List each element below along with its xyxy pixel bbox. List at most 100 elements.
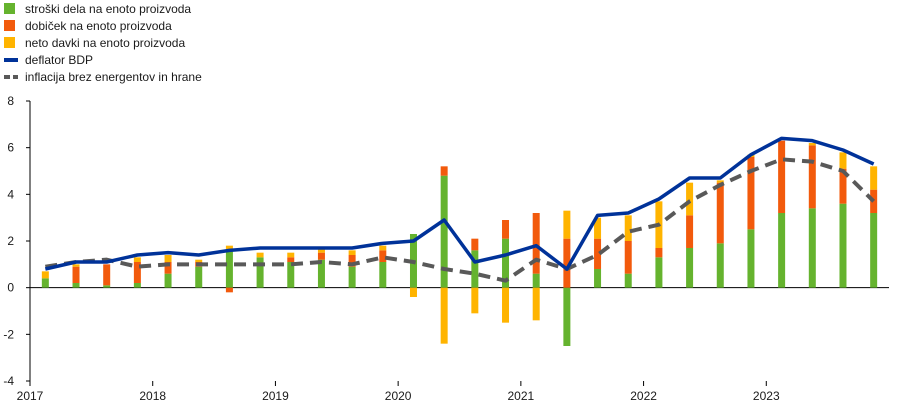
bar-segment-series-1 — [624, 241, 632, 274]
bar-segment-series-1 — [72, 266, 80, 283]
x-tick-label: 2017 — [17, 389, 44, 403]
y-tick-label: 0 — [7, 281, 14, 295]
bar-segment-series-1 — [839, 168, 847, 204]
x-tick-label: 2023 — [753, 389, 780, 403]
y-tick-label: -2 — [3, 327, 14, 341]
bar-segment-series-0 — [225, 250, 233, 288]
line-series-group — [44, 136, 876, 283]
legend-item-core-inflation: inflacija brez energentov in hrane — [4, 68, 202, 85]
bar-segment-series-0 — [716, 243, 724, 288]
legend-line-gdp-deflator — [4, 57, 18, 62]
bar-segment-series-0 — [195, 266, 203, 288]
bar-segment-series-0 — [563, 287, 571, 346]
bar-segment-series-2 — [225, 245, 233, 251]
bar-segment-series-2 — [594, 217, 602, 239]
legend-item-gdp-deflator: deflator BDP — [4, 51, 202, 68]
bar-segment-series-2 — [164, 255, 172, 262]
bar-segment-series-0 — [870, 213, 878, 288]
bar-segment-series-2 — [839, 152, 847, 169]
bar-segment-series-2 — [808, 143, 816, 146]
bar-segment-series-1 — [502, 220, 510, 239]
bar-segment-series-0 — [379, 262, 387, 288]
bar-segment-series-0 — [133, 283, 141, 288]
bar-segment-series-2 — [502, 287, 510, 323]
bar-series-group — [41, 140, 878, 346]
bar-segment-series-2 — [870, 166, 878, 190]
legend-item-labor-cost: stroški dela na enoto proizvoda — [4, 0, 202, 17]
bar-segment-series-0 — [317, 259, 325, 288]
bar-segment-series-0 — [164, 273, 172, 288]
bar-segment-series-0 — [532, 273, 540, 288]
y-axis: -4 -2 0 2 4 6 8 — [3, 94, 31, 388]
bar-segment-series-0 — [686, 248, 694, 288]
bar-segment-series-1 — [133, 262, 141, 283]
bar-segment-series-1 — [287, 257, 295, 262]
bar-segment-series-2 — [563, 210, 571, 239]
y-tick-label: 4 — [7, 187, 14, 201]
bar-segment-series-2 — [195, 259, 203, 262]
legend-item-net-taxes: neto davki na enoto proizvoda — [4, 34, 202, 51]
bar-segment-series-1 — [471, 238, 479, 251]
bar-segment-series-1 — [808, 145, 816, 209]
legend-label-gdp-deflator: deflator BDP — [25, 52, 94, 67]
bar-segment-series-0 — [839, 203, 847, 288]
bar-segment-series-0 — [256, 257, 264, 288]
chart-legend: stroški dela na enoto proizvoda dobiček … — [4, 0, 202, 85]
bar-segment-series-1 — [655, 248, 663, 258]
bar-segment-series-0 — [624, 273, 632, 288]
bar-segment-series-0 — [41, 278, 49, 288]
y-tick-label: 6 — [7, 141, 14, 155]
bar-segment-series-1 — [747, 157, 755, 230]
legend-label-profit: dobiček na enoto proizvoda — [25, 18, 172, 33]
bar-segment-series-1 — [103, 264, 111, 286]
x-axis: 2017 2018 2019 2020 2021 2022 2023 — [17, 287, 889, 403]
bar-segment-series-1 — [225, 287, 233, 293]
bar-segment-series-2 — [348, 250, 356, 255]
bar-segment-series-0 — [502, 238, 510, 288]
y-tick-label: -4 — [3, 374, 14, 388]
legend-swatch-labor-cost — [4, 3, 15, 14]
x-tick-label: 2021 — [508, 389, 535, 403]
bar-segment-series-1 — [317, 252, 325, 260]
y-tick-label: 2 — [7, 234, 14, 248]
bar-segment-series-1 — [379, 250, 387, 262]
bar-segment-series-2 — [317, 248, 325, 253]
bar-segment-series-1 — [594, 238, 602, 269]
bar-segment-series-0 — [440, 175, 448, 288]
bar-segment-series-2 — [287, 252, 295, 258]
bar-segment-series-0 — [747, 229, 755, 288]
bar-segment-series-2 — [440, 287, 448, 344]
bar-segment-series-1 — [686, 215, 694, 248]
line-gdp-deflator — [44, 136, 875, 271]
bar-segment-series-0 — [287, 262, 295, 288]
bar-segment-series-2 — [471, 287, 479, 314]
y-tick-label: 8 — [7, 94, 14, 108]
bar-segment-series-1 — [870, 189, 878, 213]
bar-segment-series-1 — [440, 166, 448, 176]
bar-segment-series-2 — [133, 257, 141, 262]
bar-segment-series-0 — [348, 266, 356, 288]
legend-label-core-inflation: inflacija brez energentov in hrane — [25, 69, 202, 84]
bar-segment-series-1 — [563, 238, 571, 288]
bar-segment-series-0 — [778, 213, 786, 288]
line-core-inflation — [45, 157, 876, 283]
x-tick-label: 2018 — [139, 389, 166, 403]
x-tick-label: 2020 — [385, 389, 412, 403]
bar-segment-series-2 — [72, 264, 80, 267]
x-tick-label: 2019 — [262, 389, 289, 403]
legend-label-labor-cost: stroški dela na enoto proizvoda — [25, 1, 192, 16]
bar-segment-series-2 — [686, 182, 694, 216]
legend-item-profit: dobiček na enoto proizvoda — [4, 17, 202, 34]
legend-label-net-taxes: neto davki na enoto proizvoda — [25, 35, 186, 50]
bar-segment-series-2 — [41, 271, 49, 279]
bar-segment-series-1 — [716, 182, 724, 244]
bar-segment-series-0 — [594, 269, 602, 288]
bar-segment-series-0 — [808, 208, 816, 288]
bar-segment-series-2 — [409, 287, 417, 297]
bar-segment-series-0 — [103, 285, 111, 288]
legend-swatch-profit — [4, 20, 15, 31]
bar-segment-series-2 — [379, 245, 387, 251]
bar-segment-series-1 — [164, 262, 172, 274]
bar-segment-series-0 — [655, 257, 663, 288]
